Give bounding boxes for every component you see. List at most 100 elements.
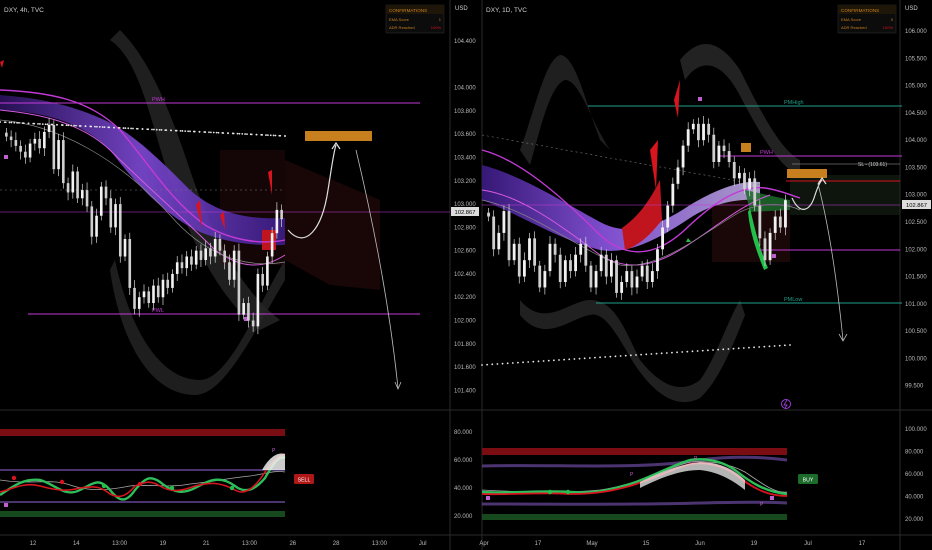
- candle-body: [57, 140, 60, 170]
- candle-body: [784, 200, 787, 228]
- candle-body: [171, 273, 174, 288]
- trend-dot: [501, 362, 504, 365]
- right-time-axis[interactable]: Apr 17 May 15 Jun 19 Jul 17: [479, 541, 866, 547]
- right-pmlow-label: PMLow: [784, 297, 802, 303]
- time-tick-label: Jul: [419, 541, 427, 547]
- trend-dot: [706, 349, 709, 352]
- left-pwl-label: PWL: [152, 308, 164, 314]
- trend-dot: [210, 131, 212, 134]
- candle-body: [635, 276, 639, 288]
- price-tick-label: 100.000: [905, 356, 927, 362]
- price-tick-label: 103.800: [454, 109, 476, 115]
- trend-dot: [127, 127, 130, 130]
- trend-dot: [98, 126, 101, 128]
- trend-dot: [753, 346, 755, 349]
- left-time-axis[interactable]: 12 14 13:00 19 21 13:00 26 28 13:00 Jul: [30, 541, 427, 547]
- trend-dot: [96, 125, 98, 128]
- trend-dot: [491, 363, 494, 366]
- candle-body: [686, 129, 690, 146]
- time-tick-label: 12: [30, 541, 37, 547]
- candle-body: [76, 171, 79, 199]
- trend-dot: [578, 357, 581, 360]
- left-price-badge-text: 102.867: [455, 210, 476, 216]
- candle-body: [199, 250, 203, 260]
- left-projection-down: [355, 149, 399, 389]
- candle-body: [62, 140, 65, 184]
- right-price-badge: [902, 200, 931, 209]
- trend-dot: [583, 357, 586, 360]
- right-sell-spike: [674, 80, 680, 118]
- trend-dot: [151, 128, 153, 131]
- right-green-block: [745, 190, 790, 212]
- trend-dot: [124, 127, 127, 130]
- trend-dot: [70, 124, 73, 127]
- price-tick-label: 102.600: [454, 249, 476, 255]
- trend-dot: [594, 356, 596, 359]
- candle-body: [604, 254, 608, 277]
- left-price-axis[interactable]: 104.400 104.000 103.800 103.600 103.400 103.2…: [454, 39, 476, 394]
- trend-dot: [267, 134, 269, 137]
- candle-body: [579, 243, 583, 255]
- trend-dot: [13, 121, 16, 124]
- candle-body: [99, 186, 103, 216]
- time-tick-label: 15: [643, 541, 650, 547]
- right-ema-fast: [481, 149, 801, 253]
- trend-dot: [645, 353, 648, 356]
- right-lightning-icon[interactable]: [781, 399, 791, 409]
- trend-dot: [18, 122, 20, 124]
- left-ema-score-value: 1: [439, 17, 442, 22]
- trend-dot: [660, 352, 663, 355]
- trend-dot: [712, 349, 714, 351]
- trend-dot: [217, 131, 220, 134]
- candle-body: [517, 243, 521, 277]
- candle-body: [697, 123, 700, 141]
- candle-body: [533, 238, 537, 266]
- candle-body: [194, 250, 198, 265]
- left-chart-panel[interactable]: PWH PWL DXY, 4h, TVC CONFIRMATIONS EMA S…: [0, 4, 479, 547]
- candle-body: [24, 151, 27, 158]
- time-tick-label: 26: [289, 541, 296, 547]
- trend-dot: [624, 354, 627, 357]
- right-osc-overbought-band: [482, 448, 787, 455]
- candle-body: [681, 145, 685, 168]
- right-lower-band: [520, 300, 745, 403]
- trend-dot: [563, 358, 566, 361]
- right-chart-panel[interactable]: PMHigh PWH SL - (103.61) PMLow DXY, 1D, …: [479, 4, 931, 547]
- candle-body: [175, 262, 179, 274]
- candle-body: [280, 209, 283, 220]
- price-tick-label: 105.000: [905, 84, 927, 90]
- time-tick-label: 17: [535, 541, 542, 547]
- candle-body: [104, 186, 108, 199]
- trend-dot: [272, 134, 275, 137]
- price-tick-label: 102.200: [454, 295, 476, 301]
- trend-dot: [655, 352, 658, 355]
- trend-dot: [717, 348, 720, 351]
- candle-body: [81, 190, 84, 199]
- candle-body: [90, 206, 94, 237]
- left-osc-fill: [262, 453, 285, 470]
- left-sell-badge: [294, 474, 314, 484]
- trend-dot: [122, 127, 125, 129]
- candle-body: [558, 254, 562, 282]
- trend-dot: [255, 133, 258, 136]
- trend-dot: [665, 352, 668, 354]
- right-price-axis[interactable]: 106.000 105.500 105.000 104.500 104.000 103.5…: [905, 29, 927, 390]
- trend-dot: [763, 345, 766, 348]
- price-tick-label: 101.800: [454, 342, 476, 348]
- time-tick-label: 14: [73, 541, 80, 547]
- price-tick-label: 101.600: [454, 365, 476, 371]
- svg-text:P: P: [272, 448, 276, 454]
- time-tick-label: 28: [333, 541, 340, 547]
- trend-dot: [241, 133, 244, 135]
- candle-body: [95, 215, 98, 237]
- candle-body: [185, 256, 189, 269]
- trend-dot: [50, 123, 53, 126]
- oscillator-tick-label: 40.000: [905, 494, 924, 500]
- trend-dot: [547, 359, 550, 362]
- right-dotted-ma: [481, 134, 761, 186]
- candle-body: [147, 291, 151, 304]
- right-adr-label: ADR Reached: [841, 25, 867, 30]
- time-tick-label: May: [586, 541, 597, 547]
- trend-dot: [16, 121, 18, 124]
